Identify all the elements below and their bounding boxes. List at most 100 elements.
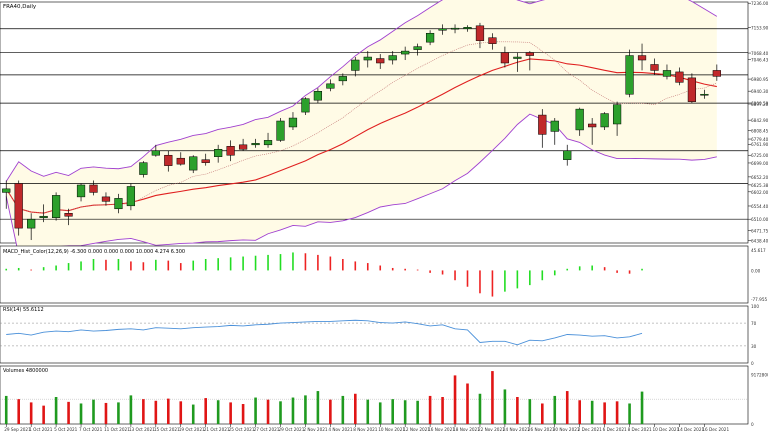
candle-body[interactable] <box>14 183 23 229</box>
candle-body[interactable] <box>189 156 198 171</box>
candle-body[interactable] <box>201 159 210 163</box>
date-label: 16 Nov 2021 <box>428 427 455 432</box>
candle-body[interactable] <box>338 76 347 82</box>
candle-body[interactable] <box>625 55 634 95</box>
candle-body[interactable] <box>301 98 310 113</box>
volume-bar <box>565 391 569 424</box>
date-label: 22 Nov 2021 <box>478 427 505 432</box>
candle-body[interactable] <box>438 28 447 31</box>
volume-bar <box>428 395 432 424</box>
volume-bar <box>92 399 95 424</box>
candle-body[interactable] <box>313 91 323 101</box>
candle-body[interactable] <box>51 195 61 218</box>
date-label: 19 Oct 2021 <box>179 427 205 432</box>
candle-body[interactable] <box>425 32 435 43</box>
candle-body[interactable] <box>687 77 697 102</box>
macd-pane-frame <box>0 245 749 304</box>
price-label: 6438.40 <box>751 239 768 244</box>
candle-body[interactable] <box>500 52 510 64</box>
candle-body[interactable] <box>176 157 185 165</box>
volume-pane[interactable]: 9172800 0 <box>0 365 768 427</box>
candle-body[interactable] <box>164 154 173 166</box>
candle-body[interactable] <box>413 46 422 50</box>
candle-body[interactable] <box>575 108 584 131</box>
candle-body[interactable] <box>600 113 609 128</box>
price-label: 7153.90 <box>751 26 768 31</box>
price-label: 6625.38 <box>751 183 768 188</box>
candle-body[interactable] <box>214 149 223 157</box>
candle-body[interactable] <box>276 120 285 141</box>
candle-body[interactable] <box>151 150 160 156</box>
volume-bar <box>516 397 519 424</box>
candle-body[interactable] <box>662 70 672 77</box>
volume-bar <box>391 399 394 424</box>
volume-bar <box>67 401 70 424</box>
volume-axis-label: 0 <box>751 422 754 427</box>
date-label: 13 Oct 2021 <box>129 427 155 432</box>
candle-body[interactable] <box>351 59 360 71</box>
price-label: 7236.00 <box>751 1 768 6</box>
volume-bar <box>191 404 195 424</box>
candle-body[interactable] <box>637 55 647 61</box>
volume-bar <box>29 402 33 424</box>
rsi-axis-label: 0 <box>751 361 754 366</box>
volume-bar <box>615 401 619 424</box>
macd-axis-label: 0.00 <box>751 268 761 273</box>
volume-bar <box>129 395 133 424</box>
date-label: 14 Dec 2021 <box>677 427 704 432</box>
candle-body[interactable] <box>76 184 86 198</box>
candle-body[interactable] <box>64 212 73 217</box>
candle-body[interactable] <box>139 162 148 175</box>
price-label: 6842.90 <box>751 118 768 123</box>
rsi-pane-frame <box>0 305 749 364</box>
candle-body[interactable] <box>376 58 385 64</box>
volume-bar <box>279 401 282 424</box>
candle-body[interactable] <box>513 56 522 59</box>
candle-body[interactable] <box>450 27 460 30</box>
candle-body[interactable] <box>39 215 48 218</box>
candle-body[interactable] <box>27 218 36 229</box>
date-label: 10 Dec 2021 <box>653 427 680 432</box>
candle-body[interactable] <box>550 120 559 132</box>
candle-body[interactable] <box>475 25 485 41</box>
candle-body[interactable] <box>463 27 472 30</box>
candle-body[interactable] <box>488 37 497 44</box>
candle-body[interactable] <box>101 196 111 202</box>
candle-body[interactable] <box>114 198 123 210</box>
price-pane[interactable]: 7236.00 7153.90 7068.40 7046.43 6980.95 6940.… <box>0 0 768 256</box>
candle-body[interactable] <box>650 64 659 71</box>
candle-body[interactable] <box>126 186 136 207</box>
candle-body[interactable] <box>588 123 597 128</box>
price-label: 6761.90 <box>751 142 768 147</box>
candle-body[interactable] <box>401 50 410 55</box>
candle-body[interactable] <box>388 55 397 61</box>
date-label: 25 Oct 2021 <box>229 427 255 432</box>
price-label: 6554.40 <box>751 204 768 209</box>
volume-bar <box>466 383 469 424</box>
candle-body[interactable] <box>363 56 372 61</box>
candle-body[interactable] <box>226 146 235 156</box>
candle-body[interactable] <box>563 150 572 160</box>
candle-body[interactable] <box>251 143 260 146</box>
candle-body[interactable] <box>538 114 547 135</box>
candle-body[interactable] <box>712 70 721 77</box>
volume-bar <box>79 403 83 424</box>
candle-body[interactable] <box>525 52 534 56</box>
candle-body[interactable] <box>326 83 335 89</box>
candle-body[interactable] <box>700 93 709 96</box>
candle-body[interactable] <box>238 144 248 150</box>
rsi-pane[interactable]: 100 70 30 0 <box>0 304 759 366</box>
candle-body[interactable] <box>288 117 298 128</box>
candle-body[interactable] <box>675 71 684 83</box>
candle-body[interactable] <box>89 184 98 193</box>
rsi-axis-label: 30 <box>751 344 757 349</box>
candle-body[interactable] <box>263 140 273 146</box>
rsi-axis-label: 100 <box>751 304 759 309</box>
candle-body[interactable] <box>2 188 11 193</box>
price-label: 6471.75 <box>751 229 768 234</box>
macd-pane[interactable]: 45.617 0.00 -77.955 <box>0 245 767 304</box>
date-label: 1 Oct 2021 <box>29 427 53 432</box>
candle-body[interactable] <box>612 104 622 125</box>
